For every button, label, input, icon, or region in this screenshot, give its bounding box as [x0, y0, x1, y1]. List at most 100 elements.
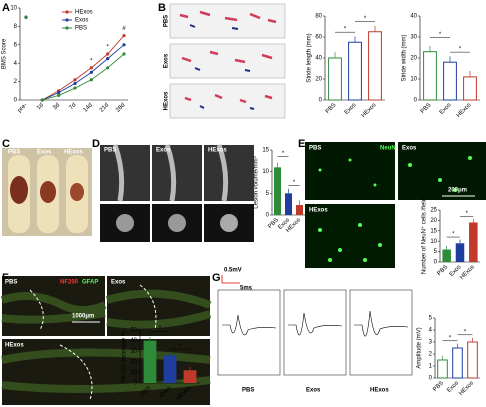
- annotation: *: [344, 27, 347, 33]
- x-tick-label: HExos: [456, 102, 473, 119]
- y-tick-label: 40: [315, 56, 322, 62]
- point: [24, 15, 28, 19]
- legend-label: HExos: [75, 10, 93, 16]
- annotation: *: [465, 211, 468, 217]
- y-tick-label: 40: [130, 338, 137, 344]
- y-tick-label: 6: [14, 42, 18, 48]
- point: [89, 70, 93, 74]
- x-tick-label: PBS: [432, 380, 445, 393]
- legend-marker: [65, 18, 69, 22]
- bar: [442, 249, 451, 262]
- y-tick-label: 5: [434, 249, 438, 255]
- panel-letter: A: [2, 2, 10, 14]
- legend-label: Exos: [75, 18, 88, 24]
- image-label: PBS: [309, 146, 321, 152]
- annotation: *: [459, 47, 462, 53]
- x-tick-label: Exos: [344, 102, 358, 116]
- y-tick-label: 25: [430, 208, 437, 214]
- y-axis-label: Number of NeuN⁺ cells /field: [421, 198, 428, 274]
- bar: [469, 222, 478, 262]
- y-tick-label: 0: [434, 260, 438, 266]
- x-tick-label: HExos: [459, 264, 476, 281]
- point: [106, 57, 110, 61]
- y-axis-label: Stride length (mm): [307, 33, 313, 82]
- image-label: PBS: [104, 148, 116, 154]
- annotation: *: [106, 45, 109, 51]
- point: [57, 93, 61, 97]
- bar: [295, 205, 304, 215]
- point: [73, 78, 77, 82]
- y-tick-label: 8: [14, 24, 18, 30]
- y-tick-label: 15: [430, 228, 437, 234]
- annotation: #: [122, 26, 126, 32]
- point: [122, 43, 126, 47]
- y-tick-label: 0: [414, 98, 418, 104]
- bar: [467, 341, 478, 379]
- image-label: HExos: [208, 148, 227, 154]
- annotation: *: [452, 232, 455, 238]
- legend-marker: [65, 10, 69, 14]
- panel-letter: B: [158, 2, 166, 14]
- y-tick-label: 5: [266, 191, 270, 197]
- y-axis-label: Lesion volume/mm³: [254, 156, 260, 208]
- annotation: *: [282, 151, 285, 157]
- image-label: HExos: [164, 91, 170, 110]
- image-label: NeuN: [380, 146, 396, 152]
- annotation: *: [464, 329, 467, 335]
- point: [73, 81, 77, 86]
- image-label: HExos: [370, 388, 389, 394]
- y-tick-label: 10: [430, 239, 437, 245]
- x-tick-label: HExos: [361, 102, 378, 119]
- y-tick-label: 40: [410, 14, 417, 20]
- y-axis-label: NF200 decrease %: [122, 330, 128, 382]
- image-label: Exos: [37, 150, 52, 156]
- bar: [455, 243, 465, 262]
- x-tick-label: pre-: [17, 102, 29, 114]
- bar: [463, 76, 477, 101]
- bar: [328, 57, 342, 101]
- bar: [163, 355, 177, 383]
- x-tick-label: 3d: [52, 102, 61, 111]
- image-label: NF200: [60, 280, 79, 286]
- y-tick-label: 20: [430, 218, 437, 224]
- y-tick-label: 50: [130, 328, 137, 334]
- y-tick-label: 4: [429, 328, 433, 334]
- point: [122, 52, 126, 56]
- y-tick-label: 30: [410, 35, 417, 41]
- panel-letter: C: [2, 138, 10, 150]
- y-axis-label: Amplitude (mV): [417, 327, 423, 368]
- y-tick-label: 2: [14, 79, 18, 85]
- bar: [437, 359, 448, 379]
- y-tick-label: 10: [262, 169, 269, 175]
- bar: [143, 340, 157, 383]
- y-tick-label: 15: [262, 148, 269, 154]
- y-tick-label: 20: [315, 77, 322, 83]
- bar: [443, 61, 457, 101]
- panel-letter: G: [212, 272, 221, 284]
- y-tick-label: 0: [266, 213, 270, 219]
- bar: [423, 51, 437, 101]
- point: [73, 86, 77, 90]
- image-label: 200μm: [448, 188, 467, 194]
- image-label: 5ms: [240, 286, 253, 292]
- point: [89, 78, 93, 82]
- y-tick-label: 10: [410, 77, 417, 83]
- x-tick-label: Exos: [439, 102, 453, 116]
- x-tick-label: 14d: [83, 102, 94, 113]
- image-label: Exos: [402, 146, 417, 152]
- y-tick-label: 60: [315, 35, 322, 41]
- y-tick-label: 20: [410, 56, 417, 62]
- x-tick-label: 21d: [99, 102, 110, 113]
- y-tick-label: 2: [429, 352, 433, 358]
- legend-marker: [65, 26, 69, 30]
- annotation: *: [293, 180, 296, 186]
- image-label: PBS: [242, 388, 254, 394]
- point: [106, 52, 110, 56]
- image-label: Exos: [164, 53, 170, 68]
- image-label: PBS: [164, 15, 170, 27]
- image-label: 1000μm: [72, 314, 94, 320]
- x-tick-label: HExos: [458, 380, 475, 397]
- panel-letter: D: [92, 138, 100, 150]
- point: [122, 34, 126, 38]
